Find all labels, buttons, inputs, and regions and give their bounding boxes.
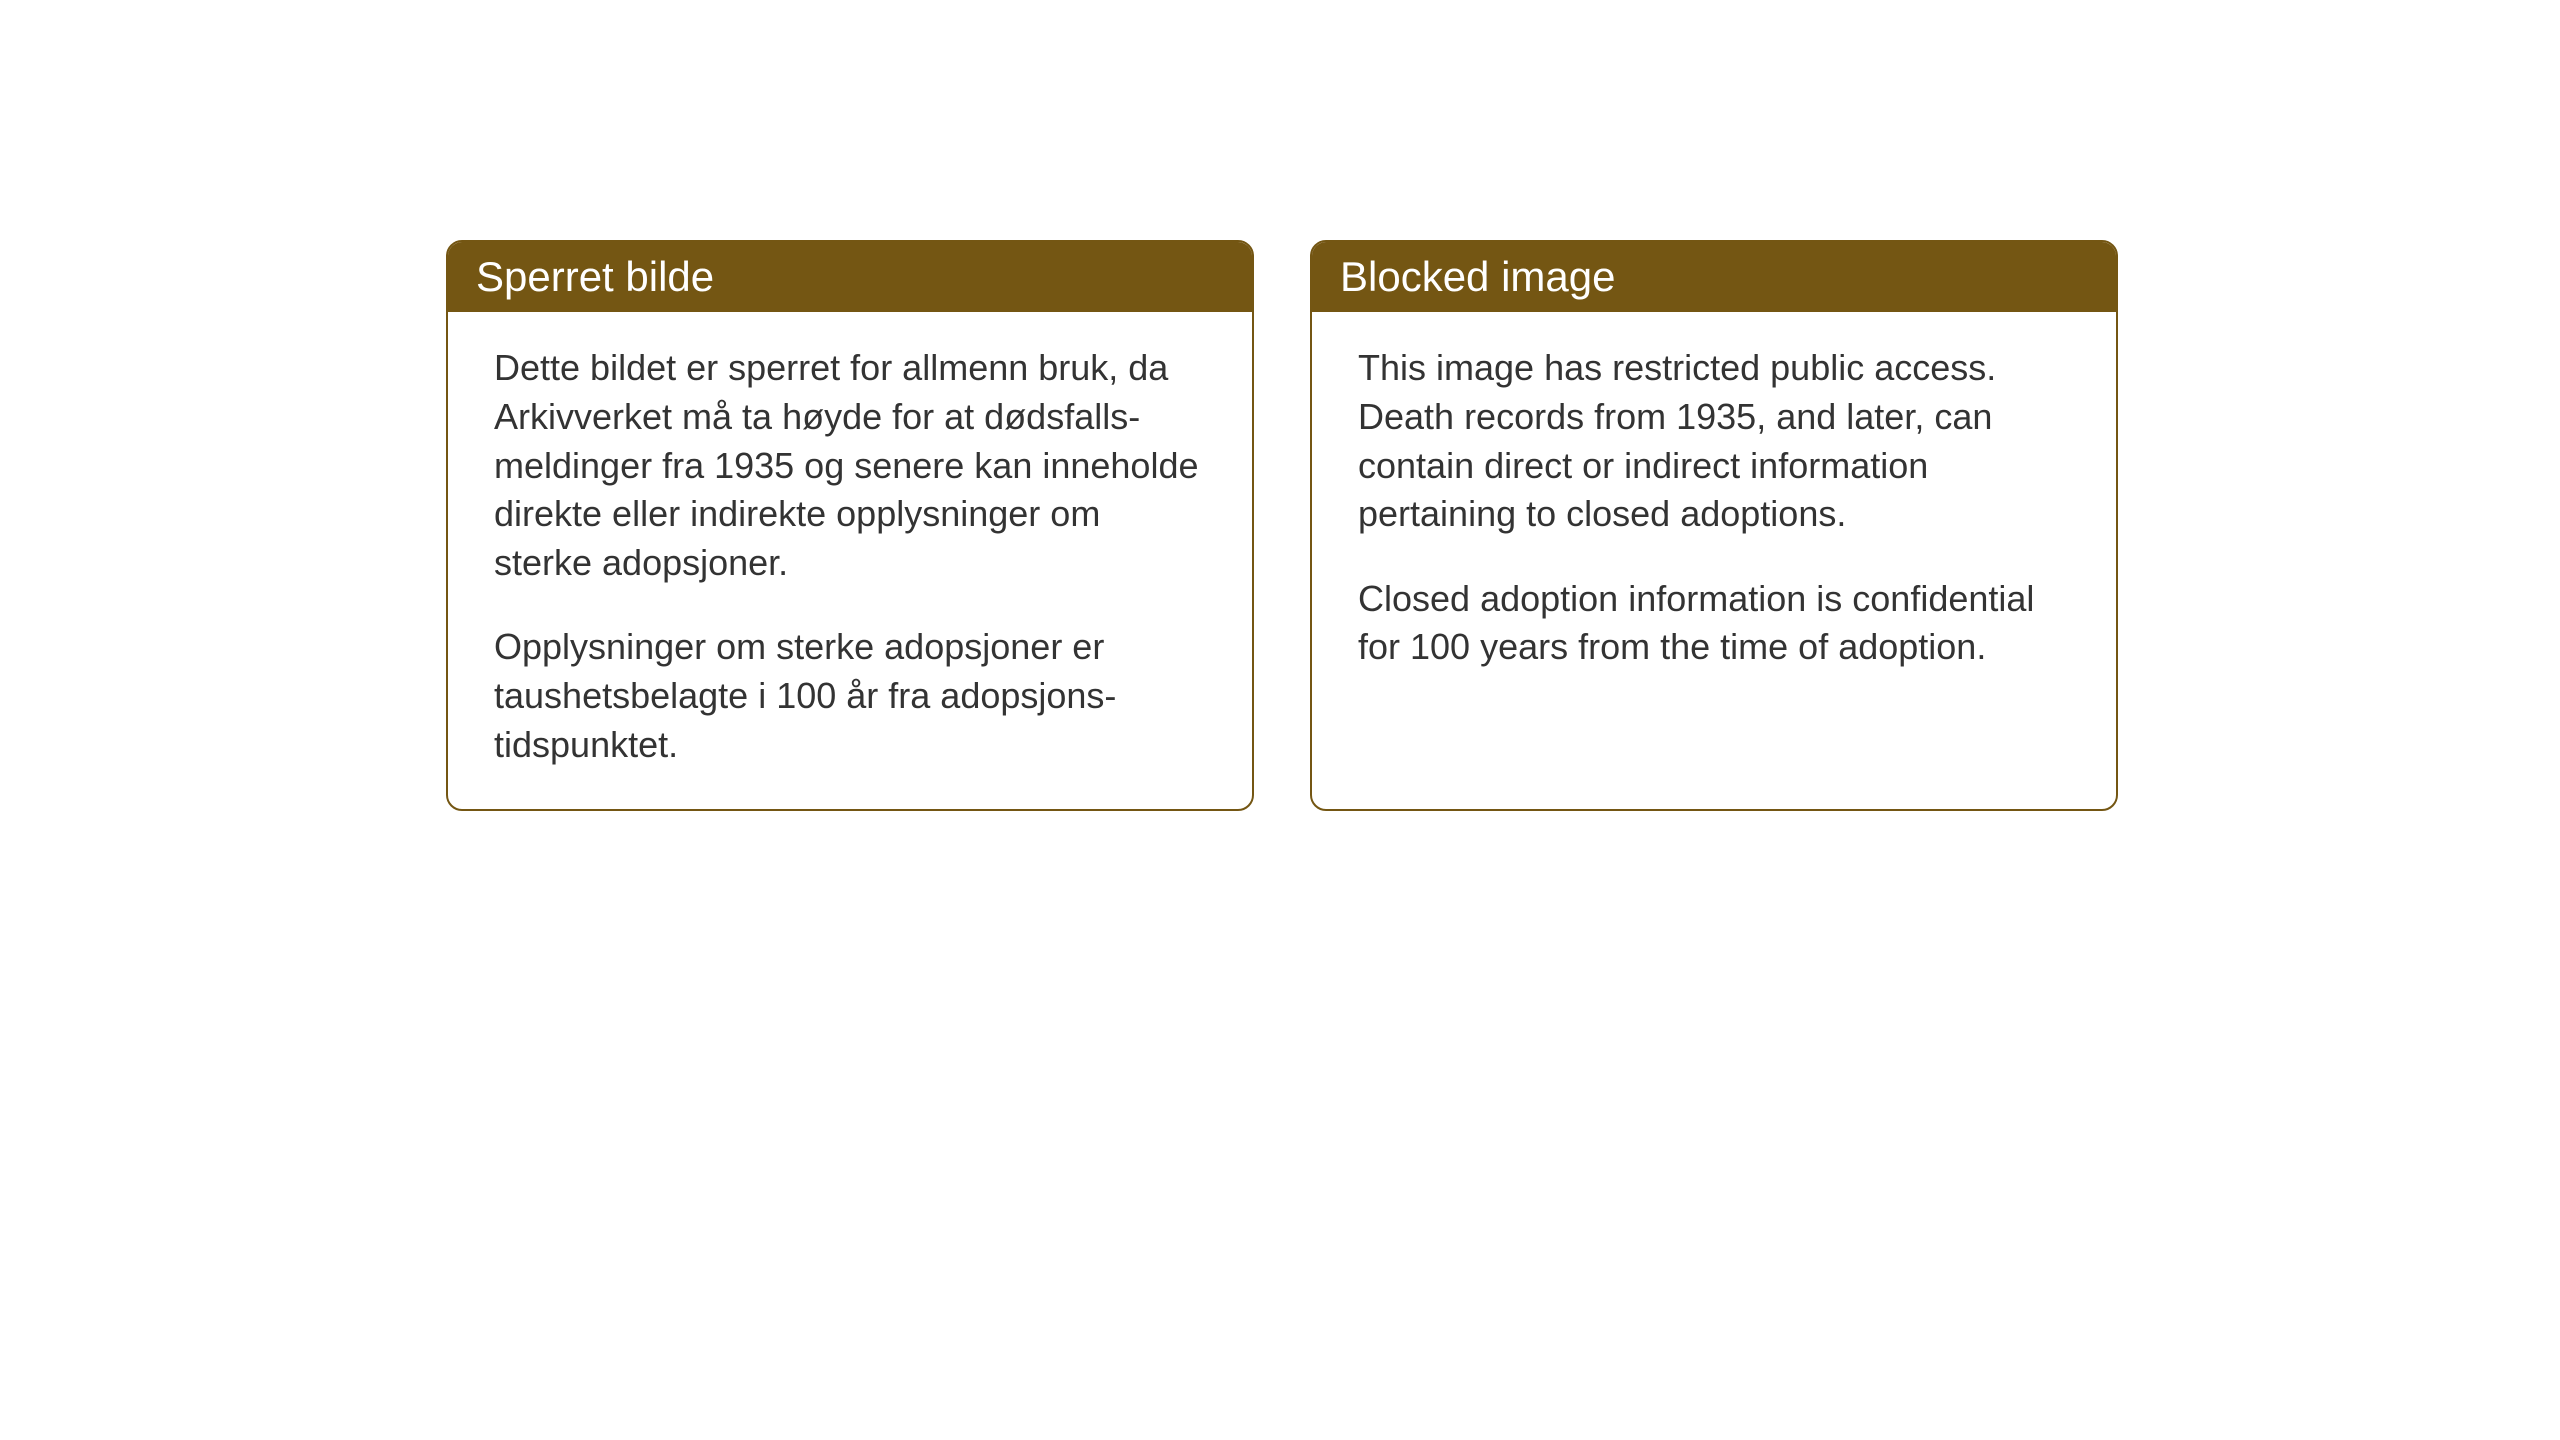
english-notice-card: Blocked image This image has restricted … (1310, 240, 2118, 811)
norwegian-paragraph-1: Dette bildet er sperret for allmenn bruk… (494, 344, 1206, 587)
norwegian-card-body: Dette bildet er sperret for allmenn bruk… (448, 312, 1252, 809)
norwegian-notice-card: Sperret bilde Dette bildet er sperret fo… (446, 240, 1254, 811)
english-paragraph-1: This image has restricted public access.… (1358, 344, 2070, 538)
english-paragraph-2: Closed adoption information is confident… (1358, 575, 2070, 672)
notice-container: Sperret bilde Dette bildet er sperret fo… (446, 240, 2118, 811)
english-card-body: This image has restricted public access.… (1312, 312, 2116, 732)
english-card-title: Blocked image (1312, 242, 2116, 312)
norwegian-card-title: Sperret bilde (448, 242, 1252, 312)
norwegian-paragraph-2: Opplysninger om sterke adopsjoner er tau… (494, 623, 1206, 769)
